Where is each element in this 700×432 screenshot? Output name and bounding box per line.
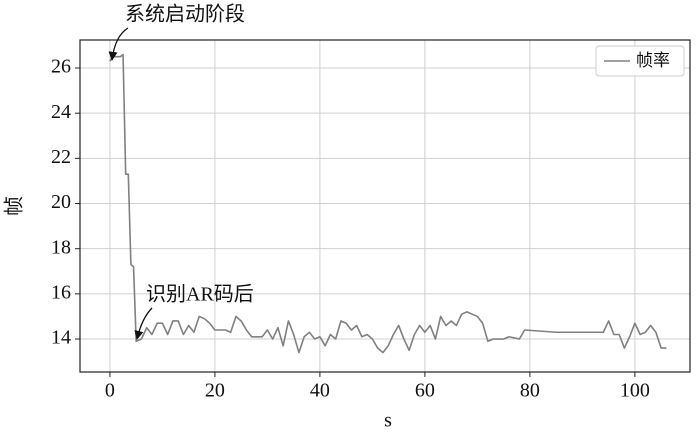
y-tick-label: 18: [51, 236, 71, 258]
annotation-arrow: [108, 27, 129, 61]
y-tick-label: 14: [51, 327, 71, 349]
x-tick-label: 80: [520, 380, 540, 402]
legend-label: 帧率: [636, 51, 670, 70]
x-tick-label: 60: [415, 380, 435, 402]
x-tick-label: 20: [205, 380, 225, 402]
y-tick-label: 16: [51, 281, 71, 303]
y-tick-label: 22: [51, 146, 71, 168]
legend-box: [595, 45, 685, 77]
annotation: 识别AR码后: [146, 283, 254, 306]
plot-frame: [79, 39, 691, 373]
data-line: [109, 53, 667, 354]
annotation: 系统启动阶段: [125, 3, 245, 26]
x-tick-label: 0: [105, 380, 115, 402]
x-axis-label: s: [384, 410, 392, 432]
y-tick-label: 24: [51, 101, 71, 123]
y-axis-label: 帧: [3, 196, 26, 216]
x-tick-label: 40: [310, 380, 330, 402]
y-tick-label: 20: [51, 191, 71, 213]
annotation-arrow: [134, 307, 153, 340]
legend: 帧率: [595, 45, 685, 77]
x-tick-label: 100: [620, 380, 650, 402]
y-tick-label: 26: [51, 56, 71, 78]
